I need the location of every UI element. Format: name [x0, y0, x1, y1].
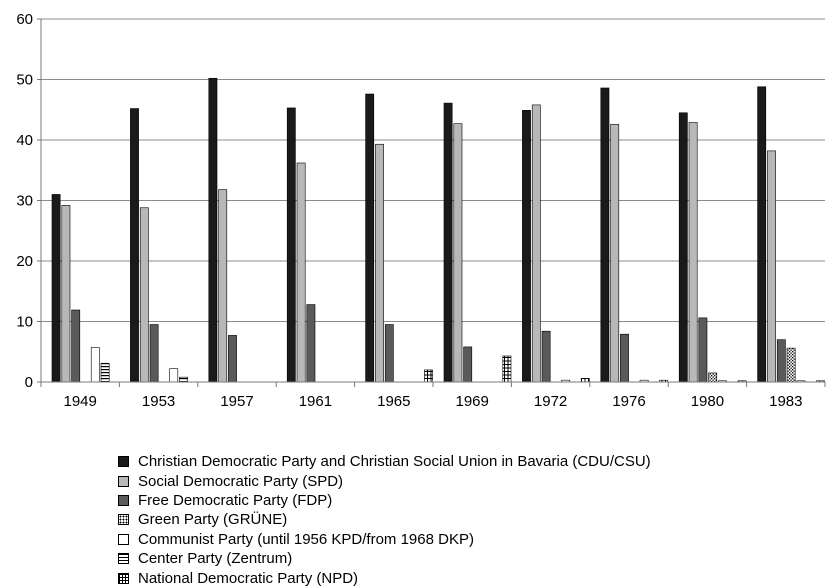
bar-solid-black-1953 [130, 108, 139, 383]
bar-solid-darkgray-1972 [541, 330, 551, 383]
bar-grid-1972 [580, 378, 590, 383]
legend-swatch [118, 572, 129, 584]
x-axis-tick-labels: 1949 1953 1957 1961 1965 1969 1972 1976 1980 1983 [64, 393, 803, 410]
bar-solid-lightgray-1965 [375, 143, 384, 383]
y-tick-label: 30 [16, 193, 33, 210]
legend-swatch [118, 456, 129, 468]
bar-solid-black-1980 [678, 112, 688, 383]
x-tick-label: 1969 [456, 393, 489, 410]
bar-solid-black-1983 [757, 86, 767, 383]
x-tick-label: 1976 [612, 393, 645, 410]
y-tick-label: 50 [16, 72, 33, 89]
legend-item: Communist Party (until 1956 KPD/from 196… [118, 530, 651, 549]
y-tick-label: 0 [25, 374, 33, 391]
legend-swatch [118, 494, 129, 506]
bar-solid-darkgray-1965 [384, 324, 394, 383]
bar-solid-black-1961 [286, 107, 296, 383]
bar-solid-black-1976 [600, 87, 610, 383]
legend-label: National Democratic Party (NPD) [138, 569, 359, 587]
legend-swatch [118, 553, 129, 565]
bar-solid-lightgray-1961 [296, 162, 306, 383]
bar-solid-lightgray-1953 [139, 207, 149, 383]
legend-label: Communist Party (until 1956 KPD/from 196… [138, 530, 474, 548]
y-tick-label: 40 [16, 132, 33, 149]
x-tick-label: 1949 [64, 393, 97, 410]
bar-solid-lightgray-1957 [218, 189, 228, 383]
bar-dots-1983 [786, 347, 796, 383]
bar-hollow-1949 [90, 347, 100, 383]
bars [51, 77, 825, 383]
legend-label: Center Party (Zentrum) [138, 550, 293, 568]
bar-solid-lightgray-1980 [688, 122, 698, 383]
y-tick-label: 20 [16, 253, 33, 270]
bar-grid-1965 [424, 369, 433, 383]
bar-dots-1980 [708, 372, 718, 383]
legend-item: Green Party (GRÜNE) [118, 510, 651, 529]
legend-item: National Democratic Party (NPD) [118, 568, 651, 587]
legend: Christian Democratic Party and Christian… [118, 452, 651, 588]
x-tick-label: 1972 [534, 393, 567, 410]
legend-swatch [118, 514, 129, 526]
x-tick-label: 1961 [299, 393, 332, 410]
bar-solid-black-1957 [208, 77, 218, 383]
bar-solid-lightgray-1972 [531, 104, 541, 383]
axes [37, 18, 826, 387]
bar-solid-black-1972 [522, 110, 531, 383]
bar-solid-darkgray-1961 [306, 304, 316, 383]
bar-solid-black-1965 [365, 93, 375, 383]
legend-label: Green Party (GRÜNE) [138, 511, 288, 529]
bar-solid-darkgray-1957 [228, 335, 237, 383]
x-tick-label: 1965 [377, 393, 410, 410]
bar-solid-lightgray-1976 [610, 123, 620, 383]
x-tick-label: 1980 [691, 393, 724, 410]
legend-item: Christian Democratic Party and Christian… [118, 452, 651, 471]
gridlines [41, 18, 825, 322]
bar-solid-darkgray-1980 [698, 317, 708, 383]
bar-solid-darkgray-1969 [463, 346, 473, 383]
y-axis-tick-labels: 0 10 20 30 40 50 60 [16, 11, 33, 391]
bar-solid-darkgray-1953 [149, 324, 159, 383]
y-tick-label: 10 [16, 314, 33, 331]
bar-solid-lightgray-1983 [767, 150, 776, 383]
legend-item: Free Democratic Party (FDP) [118, 491, 651, 510]
bar-solid-black-1949 [51, 194, 61, 383]
x-tick-label: 1953 [142, 393, 175, 410]
bar-solid-darkgray-1976 [620, 333, 629, 383]
legend-swatch [118, 475, 129, 487]
bar-hollow-1953 [169, 368, 179, 383]
bar-horizontal-lines-1949 [100, 362, 110, 383]
x-tick-label: 1983 [769, 393, 802, 410]
bar-solid-lightgray-1949 [61, 205, 71, 383]
bar-grid-1969 [502, 355, 512, 383]
legend-item: Social Democratic Party (SPD) [118, 471, 651, 490]
bar-solid-darkgray-1983 [776, 339, 786, 383]
legend-swatch [118, 533, 129, 545]
legend-label: Free Democratic Party (FDP) [138, 491, 333, 509]
legend-label: Christian Democratic Party and Christian… [138, 453, 651, 471]
bar-solid-darkgray-1949 [71, 309, 81, 383]
legend-item: Center Party (Zentrum) [118, 549, 651, 568]
y-tick-label: 60 [16, 11, 33, 28]
x-tick-label: 1957 [220, 393, 253, 410]
bar-horizontal-lines-1953 [179, 376, 188, 383]
bar-solid-lightgray-1969 [453, 123, 463, 383]
legend-label: Social Democratic Party (SPD) [138, 472, 344, 490]
bar-solid-black-1969 [443, 102, 453, 383]
